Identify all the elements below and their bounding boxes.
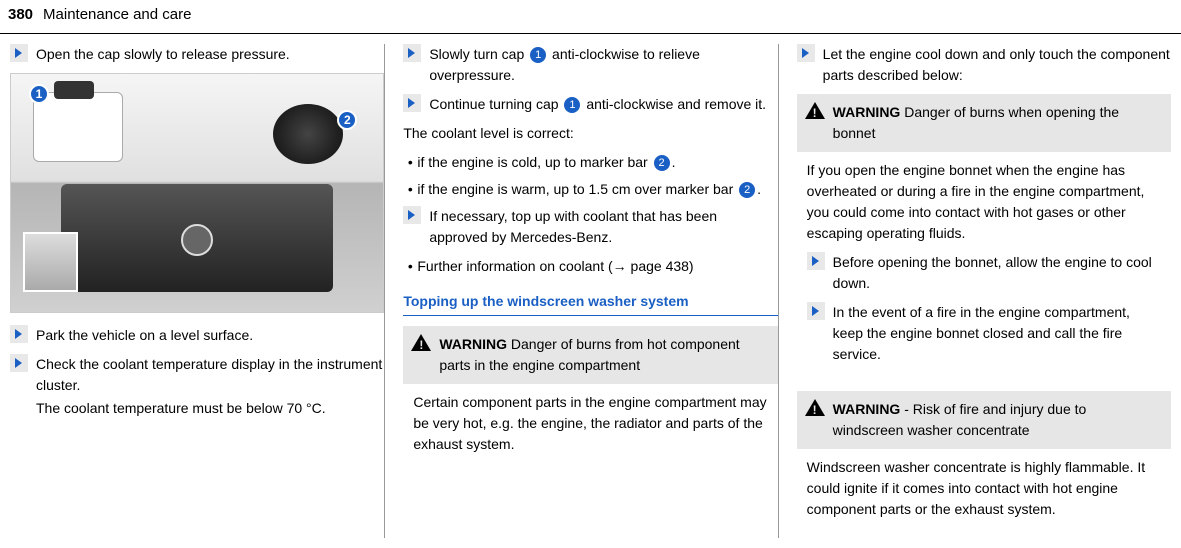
warning-paragraph: If you open the engine bonnet when the e… [807, 160, 1161, 244]
warning-title: WARNING Danger of burns from hot compone… [439, 334, 767, 376]
warning-box-washer-concentrate: WARNING ‑ Risk of fire and injury due to… [797, 391, 1171, 449]
step-slow-turn: Slowly turn cap 1 anti-clockwise to reli… [403, 44, 777, 86]
coolant-reservoir-graphic [33, 92, 123, 162]
text-fragment: if the engine is warm, up to 1.5 cm over… [417, 181, 733, 197]
step-topup: If necessary, top up with coolant that h… [403, 206, 777, 248]
step-arrow-icon [10, 44, 28, 62]
bullet-dot-icon: • [403, 152, 417, 173]
step-text: Park the vehicle on a level surface. [36, 325, 384, 346]
column-1: Open the cap slowly to release pressure.… [10, 44, 385, 538]
bullet-cold: • if the engine is cold, up to marker ba… [403, 152, 777, 173]
page-header: 380 Maintenance and care [0, 0, 1181, 34]
step-text: Continue turning cap 1 anti-clockwise an… [429, 94, 777, 115]
step-fire: In the event of a fire in the engine com… [807, 302, 1161, 365]
step-text: In the event of a fire in the engine com… [833, 302, 1161, 365]
warning-body: Certain component parts in the engine co… [403, 386, 777, 463]
warning-label: WARNING [439, 336, 507, 352]
bullet-text: Further information on coolant (→ page 4… [417, 256, 777, 277]
bullet-dot-icon: • [403, 179, 417, 200]
bullet-warm: • if the engine is warm, up to 1.5 cm ov… [403, 179, 777, 200]
section-heading-washer: Topping up the windscreen washer system [403, 291, 777, 316]
inline-callout-2-icon: 2 [739, 182, 755, 198]
step-arrow-icon [403, 44, 421, 62]
warning-title: WARNING Danger of burns when opening the… [833, 102, 1161, 144]
inline-callout-1-icon: 1 [530, 47, 546, 63]
warning-label: WARNING [833, 104, 901, 120]
step-arrow-icon [807, 302, 825, 320]
inline-callout-1-icon: 1 [564, 97, 580, 113]
step-check-temp: Check the coolant temperature display in… [10, 354, 384, 419]
inline-callout-2-icon: 2 [654, 155, 670, 171]
step-arrow-icon [807, 252, 825, 270]
engine-bay-image: 1 2 [10, 73, 384, 313]
column-2: Slowly turn cap 1 anti-clockwise to reli… [403, 44, 778, 538]
paragraph-level-correct: The coolant level is correct: [403, 123, 777, 144]
text-fragment: . [757, 181, 761, 197]
bullet-text: if the engine is cold, up to marker bar … [417, 152, 777, 173]
step-text: Open the cap slowly to release pressure. [36, 44, 384, 65]
warning-title: WARNING ‑ Risk of fire and injury due to… [833, 399, 1161, 441]
warning-head: WARNING Danger of burns from hot compone… [411, 334, 767, 376]
warning-head: WARNING Danger of burns when opening the… [805, 102, 1161, 144]
warning-label: WARNING [833, 401, 901, 417]
warning-box-bonnet: WARNING Danger of burns when opening the… [797, 94, 1171, 152]
step-text: Before opening the bonnet, allow the eng… [833, 252, 1161, 294]
warning-triangle-icon [805, 102, 825, 120]
step-arrow-icon [403, 94, 421, 112]
step-open-cap: Open the cap slowly to release pressure. [10, 44, 384, 65]
column-3: Let the engine cool down and only touch … [797, 44, 1171, 538]
content-columns: Open the cap slowly to release pressure.… [0, 44, 1181, 538]
inset-graphic [23, 232, 78, 292]
bullet-dot-icon: • [403, 256, 417, 277]
text-fragment: . [672, 154, 676, 170]
step-line: Check the coolant temperature display in… [36, 356, 382, 393]
step-let-cool: Let the engine cool down and only touch … [797, 44, 1171, 86]
text-fragment: Slowly turn cap [429, 46, 524, 62]
callout-1-icon: 1 [29, 84, 49, 104]
mercedes-logo-graphic [181, 224, 213, 256]
step-text: If necessary, top up with coolant that h… [429, 206, 777, 248]
warning-body: If you open the engine bonnet when the e… [797, 154, 1171, 381]
section-title: Maintenance and care [43, 4, 191, 27]
warning-body: Windscreen washer concentrate is highly … [797, 451, 1171, 528]
text-fragment: anti-clockwise and remove it. [586, 96, 766, 112]
text-fragment: Continue turning cap [429, 96, 558, 112]
step-arrow-icon [10, 354, 28, 372]
warning-head: WARNING ‑ Risk of fire and injury due to… [805, 399, 1161, 441]
coolant-cap-graphic [273, 104, 343, 164]
bullet-text: if the engine is warm, up to 1.5 cm over… [417, 179, 777, 200]
step-arrow-icon [10, 325, 28, 343]
step-text: Check the coolant temperature display in… [36, 354, 384, 419]
bullet-info: • Further information on coolant (→ page… [403, 256, 777, 277]
step-text: Slowly turn cap 1 anti-clockwise to reli… [429, 44, 777, 86]
step-arrow-icon [797, 44, 815, 62]
warning-triangle-icon [411, 334, 431, 352]
step-before-opening: Before opening the bonnet, allow the eng… [807, 252, 1161, 294]
page-number: 380 [8, 4, 33, 27]
step-text: Let the engine cool down and only touch … [823, 44, 1171, 86]
warning-triangle-icon [805, 399, 825, 417]
callout-2-icon: 2 [337, 110, 357, 130]
step-continue-turn: Continue turning cap 1 anti-clockwise an… [403, 94, 777, 115]
warning-box-hot-parts: WARNING Danger of burns from hot compone… [403, 326, 777, 384]
text-fragment: if the engine is cold, up to marker bar [417, 154, 647, 170]
step-subline: The coolant temperature must be below 70… [36, 398, 384, 419]
step-park: Park the vehicle on a level surface. [10, 325, 384, 346]
step-arrow-icon [403, 206, 421, 224]
